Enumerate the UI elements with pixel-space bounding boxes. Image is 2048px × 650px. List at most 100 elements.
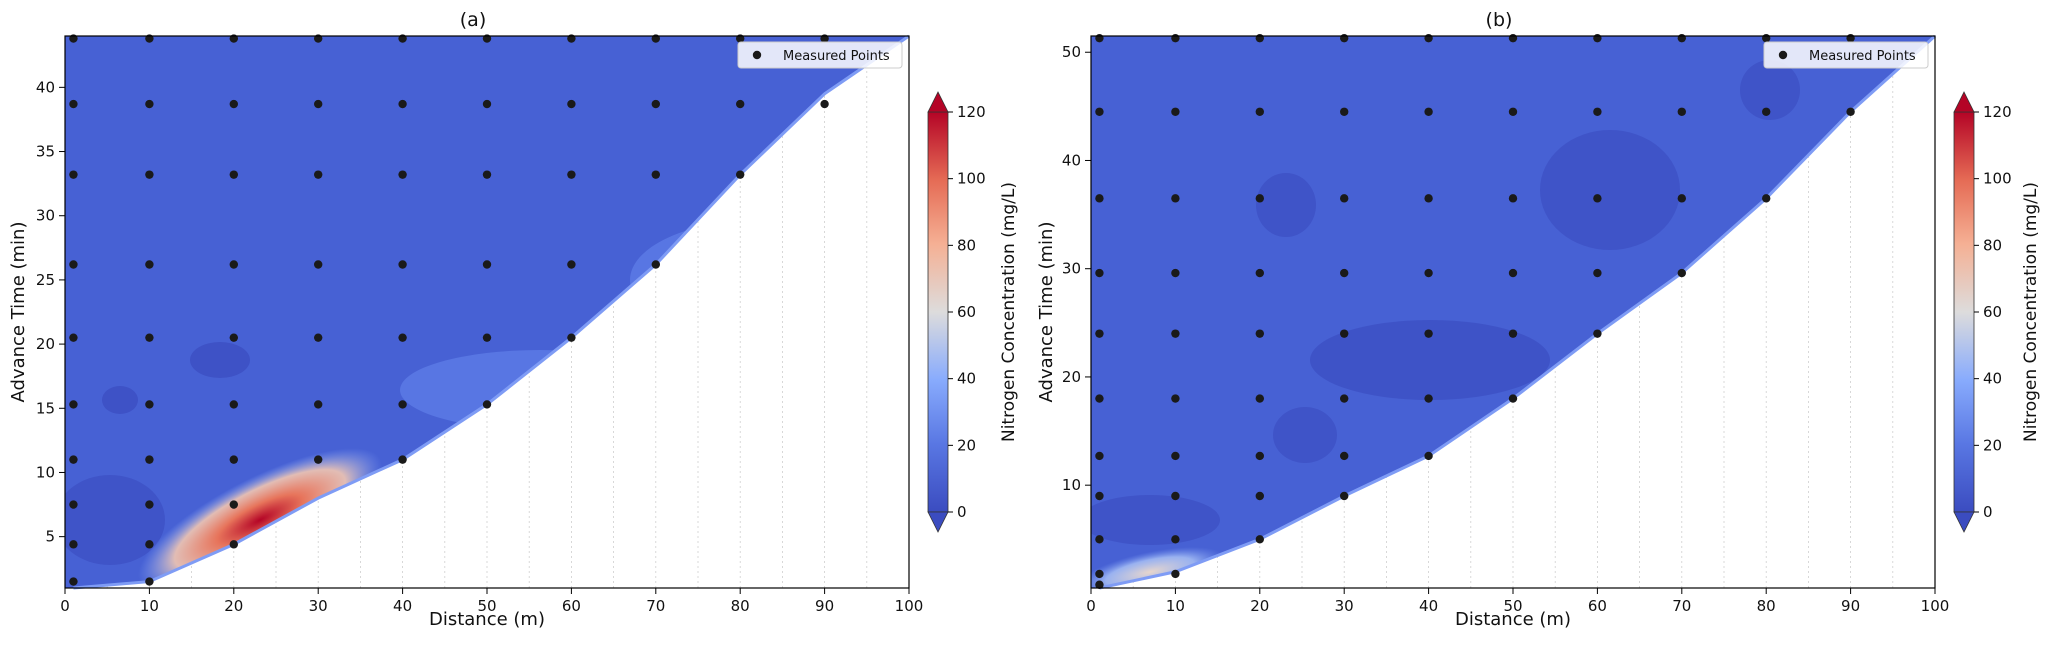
measured-point [1171,491,1180,501]
measured-point [69,577,78,586]
measured-point [145,99,154,109]
measured-point [398,170,407,179]
x-tick-label: 10 [1166,597,1185,615]
measured-point [314,99,323,109]
measured-point [1255,194,1265,203]
measured-point [145,577,154,586]
panel-b-points [1095,33,1855,589]
panel-a-colorbar-extend-max [927,91,949,113]
x-tick-label: 10 [140,597,159,615]
measured-point [1424,194,1433,203]
panel-b-patch-dark-1 [1310,320,1550,400]
colorbar-tick-label: 20 [1983,436,2002,454]
measured-point [1677,33,1687,43]
measured-point [1255,268,1265,278]
measured-point [651,260,660,269]
measured-point [1095,107,1104,116]
y-tick-label: 20 [36,335,55,353]
x-tick-label: 0 [60,597,70,615]
panel-b-colorbar-label: Nitrogen Concentration (mg/L) [2021,182,2041,442]
x-tick-label: 100 [895,597,924,615]
panel-a-legend-box [737,41,903,69]
x-tick-label: 20 [224,597,243,615]
x-tick-label: 50 [1503,597,1522,615]
measured-point [736,99,745,109]
measured-point [314,400,323,409]
panel-a-colorbar-body [927,111,949,513]
measured-point [69,333,78,342]
measured-point [229,170,238,179]
measured-point [1171,268,1180,278]
panel-a-patch-lighter [630,220,890,340]
panel-a-field [65,36,909,588]
measured-point [145,400,154,409]
measured-point [482,99,492,109]
measured-point [1171,194,1180,203]
measured-point [1095,451,1104,461]
measured-point [1255,451,1265,461]
measured-point [1095,580,1104,589]
x-tick-label: 80 [1757,597,1776,615]
measured-point [398,400,407,409]
measured-point [1508,329,1518,338]
panel-a-yticks: 5 10 15 20 25 30 35 40 [36,78,65,546]
measured-point [1508,107,1518,116]
panel-b-colorbar: 0 20 40 60 80 100 120 Nitrogen Concentration (… [1953,91,2041,533]
panel-b-colorbar-extend-min [1953,511,1975,533]
measured-point [1095,535,1104,544]
measured-point [1762,194,1771,203]
measured-point [1508,194,1518,203]
measured-point [229,500,238,509]
measured-point [69,170,78,179]
measured-point [1508,394,1518,403]
measured-point [69,400,78,409]
measured-point [1593,268,1602,278]
measured-point [1171,394,1180,403]
measured-point [145,170,154,179]
measured-point [482,170,492,179]
panel-b-title: (b) [1486,9,1513,31]
measured-point [229,455,238,464]
panel-a-hotspot [138,448,382,588]
measured-point [1095,33,1104,43]
measured-point [1340,451,1349,461]
measured-point [1255,394,1265,403]
measured-point [1171,33,1180,43]
x-tick-label: 70 [646,597,665,615]
measured-point [1508,33,1518,43]
measured-point [1424,33,1433,43]
measured-point [1171,569,1180,579]
measured-point [1255,535,1265,544]
y-tick-label: 40 [36,78,55,96]
colorbar-tick-label: 100 [1983,170,2012,188]
measured-point [1593,107,1602,116]
panel-b-legend-box [1763,41,1929,69]
measured-point [1593,33,1602,43]
measured-point [229,540,238,549]
y-tick-label: 10 [36,463,55,481]
colorbar-tick-label: 80 [1983,236,2002,254]
x-tick-label: 30 [1335,597,1354,615]
panel-b-xlabel: Distance (m) [1455,609,1571,630]
measured-point [651,99,660,109]
panel-b-colorbar-body [1953,111,1975,513]
measured-point [69,99,78,109]
panel-a: (a) 0 10 20 30 40 50 60 70 80 90 100 5 10 15 20 25 30 35… [8,9,1019,630]
measured-point [567,99,576,109]
panel-b-patch-dark-3 [1256,173,1316,237]
y-tick-label: 10 [1062,476,1081,494]
panel-a-colorbar: 0 20 40 60 80 100 120 Nitrogen Concentration (… [927,91,1019,533]
x-tick-label: 60 [562,597,581,615]
x-tick-label: 90 [1841,597,1860,615]
measured-point [1762,33,1771,43]
measured-point [229,99,238,109]
colorbar-tick-label: 0 [1983,503,1993,521]
colorbar-tick-label: 100 [957,170,986,188]
measured-point [314,455,323,464]
panel-a-legend-marker [752,50,762,60]
measured-point [229,333,238,342]
measured-point [1095,268,1104,278]
panel-b-patch-dark-4 [1273,407,1337,463]
x-tick-label: 90 [815,597,834,615]
x-tick-label: 50 [477,597,496,615]
